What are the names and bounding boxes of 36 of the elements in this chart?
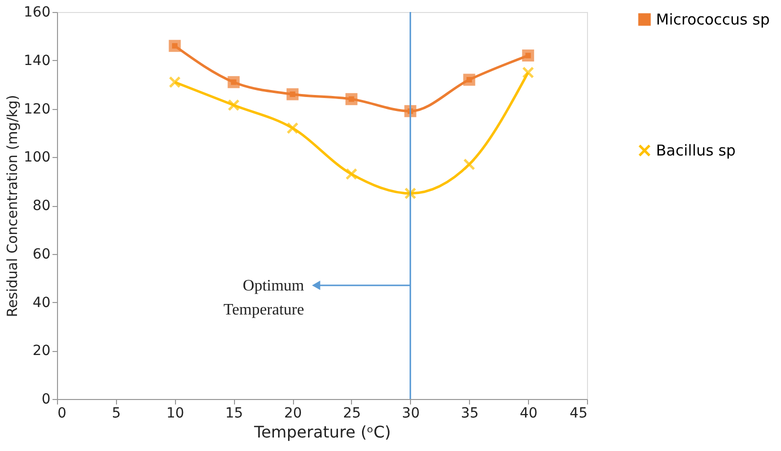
y-tick-label: 120 — [24, 101, 50, 118]
x-tick-label: 30 — [402, 406, 420, 422]
point — [286, 122, 299, 134]
point — [463, 158, 476, 170]
point — [168, 76, 181, 88]
point — [522, 50, 534, 62]
y-tick-label: 40 — [32, 294, 50, 311]
x-tick-label: 20 — [284, 406, 302, 422]
point — [286, 88, 299, 100]
point — [522, 66, 534, 78]
point — [345, 168, 358, 180]
y-tick-label: 100 — [24, 150, 50, 166]
y-tick-label: 80 — [32, 198, 50, 214]
legend-label: Bacillus sp — [656, 142, 736, 160]
point — [228, 76, 240, 88]
point — [168, 40, 181, 52]
y-tick-label: 140 — [24, 52, 50, 69]
x-axis-title: Temperature (ᵒC) — [253, 422, 391, 442]
point — [345, 93, 358, 106]
y-axis-title: Residual Concentration (mg/kg) — [4, 94, 21, 318]
annotation: Optimum Temperature — [224, 277, 305, 318]
x-tick-label: 45 — [570, 406, 588, 422]
y-tick-label: 60 — [32, 246, 50, 262]
point — [228, 99, 240, 112]
legend-label: Micrococcus sp — [656, 10, 770, 28]
y-tick-label: 20 — [32, 343, 50, 360]
x-tick-label: 35 — [460, 406, 479, 422]
point — [463, 74, 476, 86]
y-tick-label: 160 — [24, 4, 50, 20]
x-tick-label: 0 — [58, 406, 66, 422]
x-tick-label: 40 — [520, 406, 538, 422]
x-tick-label: 15 — [225, 406, 244, 422]
x-tick-label: 5 — [112, 406, 121, 422]
x-tick-label: 25 — [343, 406, 361, 422]
x-tick-label: 10 — [166, 406, 184, 422]
y-tick-label: 0 — [42, 392, 50, 408]
